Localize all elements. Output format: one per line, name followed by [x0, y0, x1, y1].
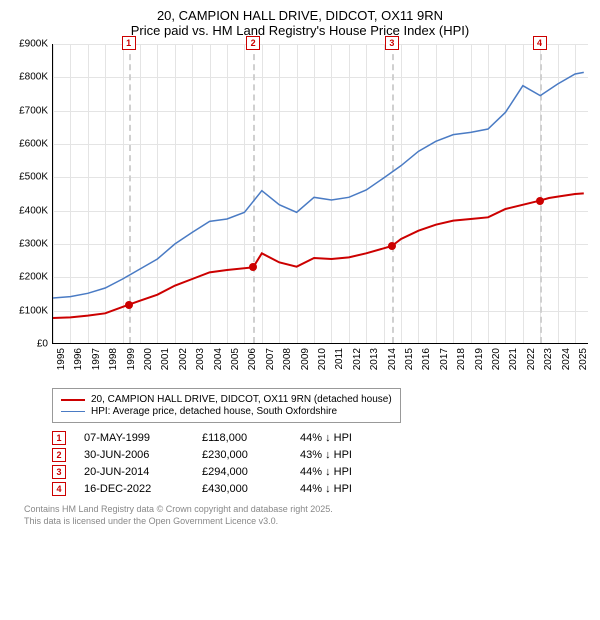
footer-line2: This data is licensed under the Open Gov… [24, 516, 588, 528]
x-tick-label: 2009 [300, 348, 311, 370]
y-tick-label: £600K [19, 139, 48, 150]
legend-item: HPI: Average price, detached house, Sout… [61, 406, 392, 417]
sales-row: 1 07-MAY-1999 £118,000 44% ↓ HPI [52, 431, 588, 445]
sales-row-price: £118,000 [202, 432, 282, 444]
x-tick-label: 2016 [421, 348, 432, 370]
legend-label: 20, CAMPION HALL DRIVE, DIDCOT, OX11 9RN… [91, 394, 392, 405]
sales-row-marker: 1 [52, 431, 66, 445]
x-tick-label: 2008 [282, 348, 293, 370]
sales-row-marker: 2 [52, 448, 66, 462]
sale-marker-4: 4 [533, 36, 547, 50]
sales-row-marker: 3 [52, 465, 66, 479]
sales-row: 3 20-JUN-2014 £294,000 44% ↓ HPI [52, 465, 588, 479]
chart-title-block: 20, CAMPION HALL DRIVE, DIDCOT, OX11 9RN… [12, 8, 588, 38]
x-tick-label: 1999 [126, 348, 137, 370]
y-tick-label: £700K [19, 105, 48, 116]
x-tick-label: 1997 [91, 348, 102, 370]
y-tick-label: £900K [19, 39, 48, 50]
sale-dot-3 [388, 242, 396, 250]
sales-row-hpi: 44% ↓ HPI [300, 483, 380, 495]
x-axis: 1995 1996 1997 1998 1999 2000 2001 2002 2003 2004… [52, 344, 588, 384]
y-axis: £0£100K£200K£300K£400K£500K£600K£700K£80… [12, 44, 52, 344]
y-tick-label: £100K [19, 305, 48, 316]
x-tick-label: 2004 [213, 348, 224, 370]
x-tick-label: 2022 [526, 348, 537, 370]
x-tick-label: 2001 [160, 348, 171, 370]
sale-marker-1: 1 [122, 36, 136, 50]
x-tick-label: 2002 [178, 348, 189, 370]
footer: Contains HM Land Registry data © Crown c… [24, 504, 588, 527]
x-tick-label: 1998 [108, 348, 119, 370]
sales-row: 2 30-JUN-2006 £230,000 43% ↓ HPI [52, 448, 588, 462]
y-tick-label: £300K [19, 239, 48, 250]
x-tick-label: 2019 [474, 348, 485, 370]
chart-lines [53, 44, 588, 343]
legend-box: 20, CAMPION HALL DRIVE, DIDCOT, OX11 9RN… [52, 388, 401, 423]
y-tick-label: £0 [37, 339, 48, 350]
x-tick-label: 2011 [334, 348, 345, 370]
legend-swatch [61, 411, 85, 413]
x-tick-label: 2007 [265, 348, 276, 370]
x-tick-label: 2014 [387, 348, 398, 370]
series-hpi [53, 72, 584, 298]
series-property [53, 193, 584, 318]
sales-row-date: 16-DEC-2022 [84, 483, 184, 495]
legend-label: HPI: Average price, detached house, Sout… [91, 406, 337, 417]
title-line1: 20, CAMPION HALL DRIVE, DIDCOT, OX11 9RN [12, 8, 588, 23]
x-tick-label: 2020 [491, 348, 502, 370]
sales-row: 4 16-DEC-2022 £430,000 44% ↓ HPI [52, 482, 588, 496]
sales-row-marker: 4 [52, 482, 66, 496]
sale-dot-4 [536, 197, 544, 205]
x-tick-label: 2003 [195, 348, 206, 370]
x-tick-label: 2025 [578, 348, 589, 370]
x-tick-label: 2013 [369, 348, 380, 370]
x-tick-label: 2000 [143, 348, 154, 370]
sales-table: 1 07-MAY-1999 £118,000 44% ↓ HPI 2 30-JUN-200… [52, 431, 588, 496]
x-tick-label: 2018 [456, 348, 467, 370]
sales-row-price: £294,000 [202, 466, 282, 478]
x-tick-label: 2021 [508, 348, 519, 370]
x-tick-label: 2012 [352, 348, 363, 370]
sales-row-hpi: 44% ↓ HPI [300, 466, 380, 478]
x-tick-label: 2015 [404, 348, 415, 370]
title-line2: Price paid vs. HM Land Registry's House … [12, 23, 588, 38]
y-tick-label: £400K [19, 205, 48, 216]
legend-swatch [61, 399, 85, 401]
sale-dot-2 [249, 263, 257, 271]
x-tick-label: 2005 [230, 348, 241, 370]
footer-line1: Contains HM Land Registry data © Crown c… [24, 504, 588, 516]
y-tick-label: £500K [19, 172, 48, 183]
sales-row-price: £430,000 [202, 483, 282, 495]
sales-row-hpi: 44% ↓ HPI [300, 432, 380, 444]
sale-marker-2: 2 [246, 36, 260, 50]
x-tick-label: 2010 [317, 348, 328, 370]
sales-row-date: 07-MAY-1999 [84, 432, 184, 444]
sales-row-date: 30-JUN-2006 [84, 449, 184, 461]
y-tick-label: £200K [19, 272, 48, 283]
sales-row-price: £230,000 [202, 449, 282, 461]
sales-row-hpi: 43% ↓ HPI [300, 449, 380, 461]
legend-item: 20, CAMPION HALL DRIVE, DIDCOT, OX11 9RN… [61, 394, 392, 405]
plot-area: 1234 [52, 44, 588, 344]
sale-marker-3: 3 [385, 36, 399, 50]
sales-row-date: 20-JUN-2014 [84, 466, 184, 478]
x-tick-label: 2023 [543, 348, 554, 370]
x-tick-label: 2017 [439, 348, 450, 370]
y-tick-label: £800K [19, 72, 48, 83]
x-tick-label: 2024 [561, 348, 572, 370]
x-tick-label: 1995 [56, 348, 67, 370]
chart: £0 £100K £200K £300K £400K £500K £600K £700K £80… [12, 44, 588, 384]
x-tick-label: 1996 [73, 348, 84, 370]
x-tick-label: 2006 [247, 348, 258, 370]
sale-dot-1 [125, 301, 133, 309]
